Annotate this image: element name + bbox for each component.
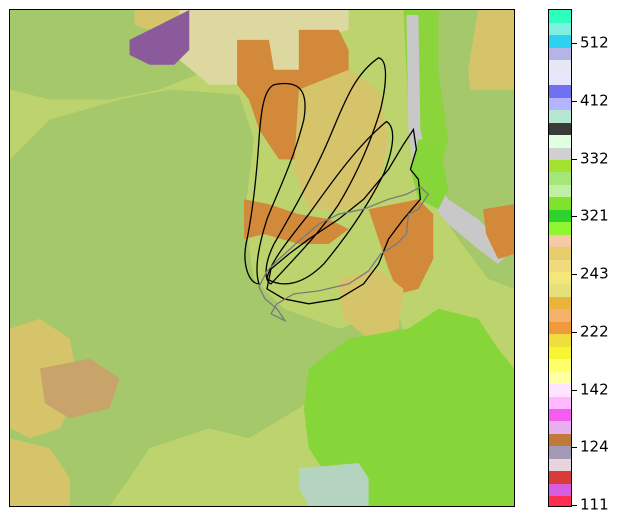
colorbar-swatch [549,308,571,322]
colorbar-swatch [549,296,571,310]
colorbar-swatch [549,445,571,459]
land-patch-tan-east-2 [468,89,514,160]
land-patch-tan-left [10,438,70,506]
land-cover-map [10,10,514,506]
colorbar-tick-label: 243 [580,264,609,283]
colorbar-tick [572,505,577,506]
colorbar-tick-label: 332 [580,149,609,167]
colorbar-swatch [549,10,571,24]
catchment-outline-grey [258,186,430,323]
colorbar-tick-label: 222 [580,322,609,341]
colorbar-swatch [549,371,571,385]
colorbar-swatch [549,134,571,148]
colorbar-swatch [549,184,571,198]
land-patch-tan-south [338,268,404,339]
colorbar-tick [572,158,577,160]
colorbar-swatch [549,259,571,273]
colorbar-swatch [549,271,571,285]
colorbar-swatch [549,246,571,260]
colorbar-tick-label: 124 [580,437,609,456]
colorbar-swatch [549,333,571,347]
colorbar-swatch [549,346,571,360]
land-patch-tan-center [293,69,389,210]
colorbar-swatch [549,358,571,372]
catchment-outline-4 [266,127,422,305]
catchment-outline-2 [265,57,387,285]
colorbar-swatch [549,221,571,235]
catchment-outline-1 [244,82,306,285]
colorbar-swatch [549,59,571,73]
colorbar-swatch [549,408,571,422]
colorbar-tick-label: 142 [580,380,609,398]
colorbar-swatch [549,22,571,36]
colorbar-tick [572,100,577,102]
colorbar-tick [572,389,577,391]
colorbar-swatch [549,209,571,223]
colorbar-swatch [549,383,571,397]
colorbar-tick [572,274,577,275]
colorbar-tick [572,216,577,218]
colorbar-swatch [549,109,571,123]
map-panel[interactable] [9,9,515,507]
colorbar-swatch [549,483,571,497]
colorbar-tick-label: 111 [580,495,609,514]
colorbar-tick-label: 321 [580,206,609,225]
colorbar-tick-label: 412 [580,91,609,110]
colorbar-swatch [549,72,571,86]
colorbar-tick-label: 512 [580,33,609,52]
land-patch-grassland-se [303,308,514,506]
colorbar-swatch [549,159,571,173]
colorbar-swatch [549,97,571,111]
colorbar [548,9,572,507]
colorbar-tick [572,331,577,333]
colorbar-swatch [549,433,571,447]
colorbar-swatch [549,283,571,297]
colorbar-swatch [549,495,571,506]
colorbar-swatch [549,171,571,185]
colorbar-swatch [549,84,571,98]
land-patch-brown-sw [39,358,120,419]
colorbar-swatch [549,47,571,61]
colorbar-swatch [549,470,571,484]
colorbar-swatch [549,196,571,210]
colorbar-swatch [549,122,571,136]
land-patch-orange-east [483,204,514,259]
land-patch-orange-3 [368,199,434,294]
colorbar-tick [572,43,577,44]
colorbar-swatch [549,395,571,409]
colorbar-swatch [549,420,571,434]
colorbar-tick [572,447,577,449]
land-patch-orange-1 [237,29,349,160]
colorbar-swatch [549,146,571,160]
colorbar-swatch [549,234,571,248]
land-patch-purple [129,10,190,65]
colorbar-swatch [549,458,571,472]
colorbar-swatch [549,321,571,335]
land-patch-light-teal [298,463,369,506]
colorbar-swatch [549,34,571,48]
